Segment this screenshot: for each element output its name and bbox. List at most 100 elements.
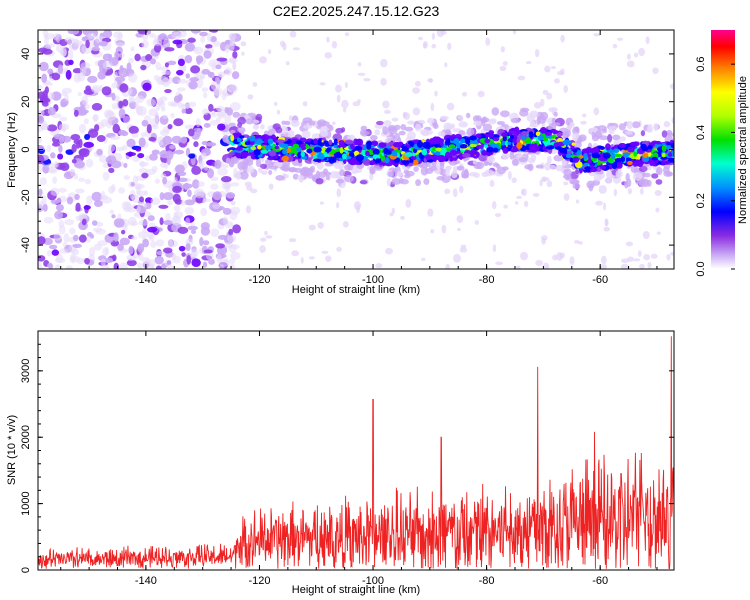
- heatmap-cell: [215, 64, 222, 70]
- heatmap-cell: [578, 134, 587, 142]
- heatmap-cell: [643, 172, 651, 178]
- heatmap-cell: [222, 216, 229, 226]
- heatmap-cell: [268, 150, 277, 157]
- heatmap-cell: [544, 65, 551, 73]
- heatmap-cell: [218, 259, 230, 267]
- heatmap-cell: [203, 50, 212, 59]
- heatmap-cell: [336, 202, 340, 209]
- heatmap-cell: [142, 238, 149, 248]
- heatmap-cell: [605, 143, 611, 151]
- heatmap-cell: [580, 120, 587, 125]
- heatmap-cell: [73, 139, 81, 145]
- heatmap-cell: [420, 257, 426, 261]
- heatmap-cell: [317, 221, 324, 229]
- heatmap-cell: [187, 189, 192, 197]
- heatmap-cell: [167, 101, 177, 107]
- heatmap-cell: [443, 122, 453, 132]
- heatmap-cell: [540, 127, 547, 134]
- heatmap-cell: [53, 33, 60, 41]
- heatmap-cell: [516, 195, 523, 199]
- heatmap-cell: [402, 112, 407, 119]
- heatmap-cell: [405, 198, 412, 208]
- heatmap-cell: [401, 160, 410, 165]
- heatmap-cell: [215, 243, 225, 249]
- heatmap-cell: [56, 204, 64, 212]
- heatmap-cell: [602, 152, 611, 159]
- heatmap-cell: [104, 257, 114, 264]
- heatmap-cell: [671, 117, 674, 124]
- heatmap-cell: [148, 33, 156, 38]
- heatmap-cell: [46, 144, 52, 153]
- heatmap-cell: [424, 154, 434, 160]
- heatmap-cell: [86, 195, 93, 205]
- heatmap-cell: [518, 157, 528, 163]
- heatmap-cell: [423, 178, 430, 185]
- heatmap-cell: [78, 177, 85, 182]
- heatmap-cell: [205, 44, 213, 49]
- heatmap-cell: [48, 167, 58, 174]
- heatmap-cell: [392, 142, 402, 148]
- x-tick-label: -100: [362, 575, 384, 587]
- heatmap-cell: [572, 156, 580, 163]
- heatmap-cell: [208, 103, 214, 112]
- heatmap-cell: [118, 129, 127, 136]
- heatmap-cell: [73, 173, 79, 180]
- heatmap-cell: [58, 187, 67, 193]
- heatmap-cell: [475, 151, 480, 157]
- heatmap-cell: [177, 87, 186, 92]
- heatmap-cell: [385, 247, 393, 255]
- heatmap-cell: [452, 188, 458, 198]
- heatmap-cell: [571, 142, 576, 146]
- heatmap-cell: [633, 52, 639, 58]
- heatmap-cell: [126, 138, 136, 148]
- heatmap-cell: [289, 30, 297, 38]
- heatmap-cell: [627, 160, 633, 165]
- heatmap-cell: [563, 85, 568, 93]
- heatmap-cell: [415, 123, 422, 132]
- heatmap-cell: [168, 239, 174, 249]
- heatmap-cell: [164, 259, 173, 267]
- heatmap-cell: [399, 177, 404, 184]
- heatmap-cell: [486, 146, 494, 153]
- heatmap-cell: [545, 131, 552, 136]
- heatmap-cell: [524, 164, 532, 170]
- heatmap-cell: [339, 169, 346, 177]
- heatmap-cell: [490, 171, 499, 176]
- heatmap-cell: [391, 150, 398, 157]
- heatmap-cell: [123, 202, 132, 208]
- heatmap-cell: [123, 175, 131, 180]
- y-tick-label: 0: [20, 146, 32, 152]
- heatmap-cell: [155, 102, 161, 112]
- heatmap-cell: [87, 75, 98, 84]
- heatmap-cell: [147, 226, 158, 233]
- heatmap-cell: [637, 160, 644, 168]
- heatmap-cell: [380, 58, 388, 68]
- heatmap-cell: [203, 122, 211, 128]
- heatmap-cell: [515, 201, 519, 205]
- heatmap-cell: [180, 30, 187, 33]
- heatmap-cell: [126, 259, 137, 267]
- heatmap-cell: [147, 215, 155, 222]
- heatmap-cell: [491, 201, 497, 210]
- heatmap-cell: [401, 145, 408, 150]
- heatmap-cell: [493, 147, 499, 153]
- heatmap-cell: [541, 176, 547, 183]
- heatmap-cell: [446, 165, 452, 170]
- heatmap-cell: [173, 205, 181, 212]
- heatmap-cell: [187, 225, 198, 231]
- heatmap-cell: [136, 262, 144, 269]
- heatmap-cell: [75, 188, 85, 194]
- heatmap-cell: [95, 221, 104, 227]
- heatmap-cell: [202, 108, 210, 116]
- heatmap-cell: [108, 167, 115, 174]
- heatmap-cell: [235, 153, 242, 159]
- heatmap-cell: [523, 200, 529, 207]
- heatmap-cell: [177, 58, 185, 67]
- heatmap-cell: [357, 62, 362, 67]
- colorbar-label: Normalized spectral amplitude: [737, 76, 749, 224]
- heatmap-cell: [154, 178, 160, 184]
- heatmap-cell: [275, 126, 283, 134]
- heatmap-cell: [130, 46, 135, 52]
- heatmap-cell: [162, 176, 168, 185]
- heatmap-cell: [630, 164, 638, 174]
